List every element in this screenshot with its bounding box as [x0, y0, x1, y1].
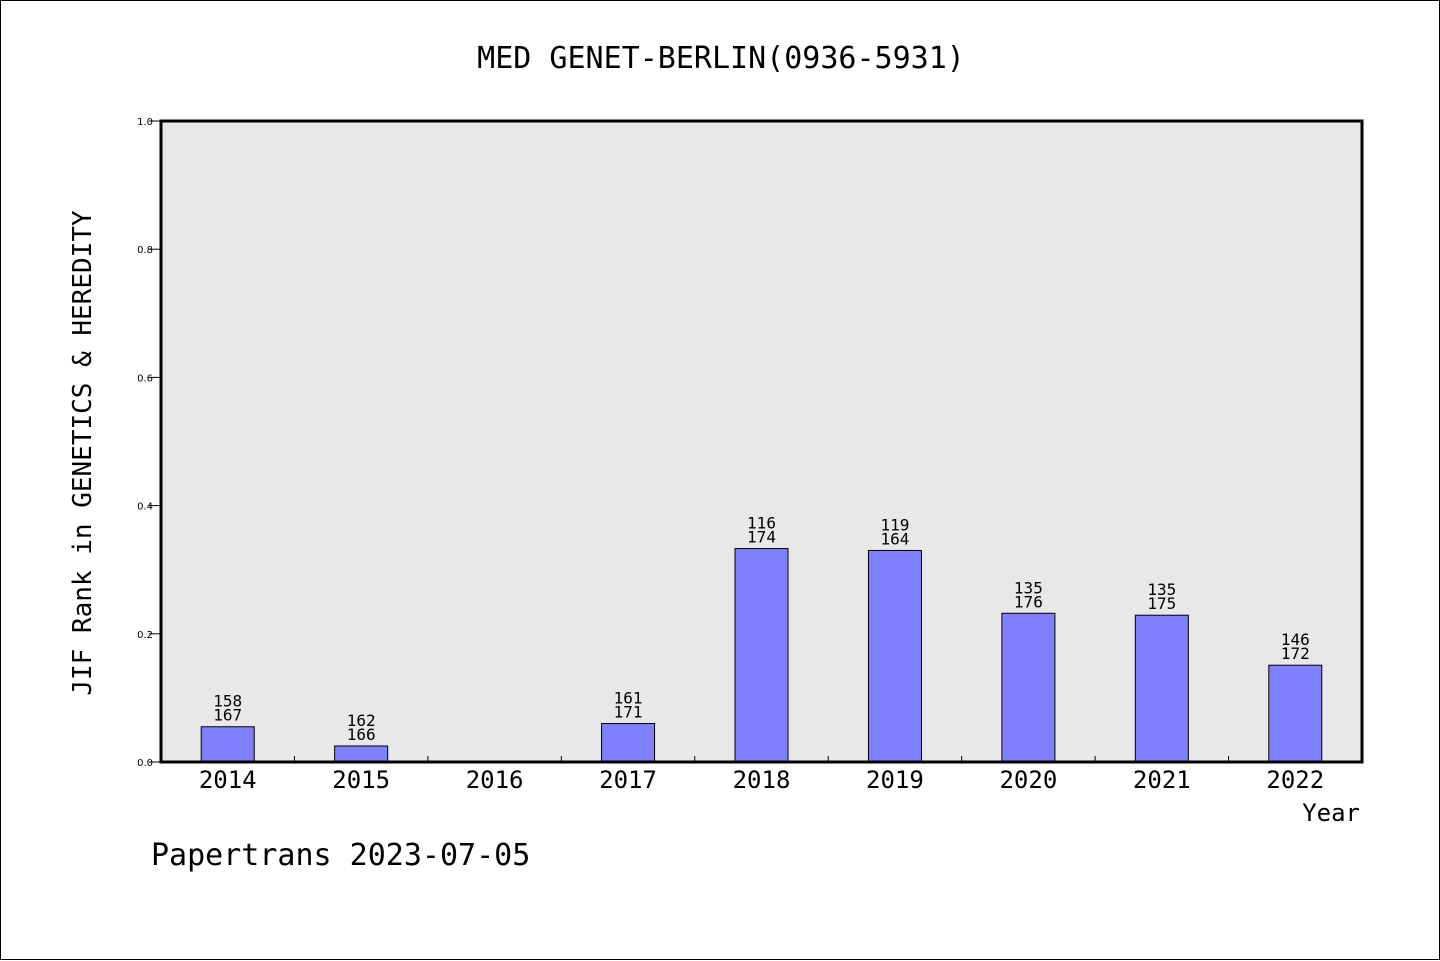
y-tick-labels: 0.0 0.2 0.4 0.6 0.8 1.0	[137, 117, 153, 769]
bar-label-rank: 135	[1147, 580, 1176, 599]
bar-2019	[867, 549, 922, 763]
x-tick-label: 2018	[733, 766, 791, 794]
bar-label-rank: 158	[213, 692, 242, 711]
x-tick-label: 2015	[332, 766, 390, 794]
bar-label-rank: 162	[347, 711, 376, 730]
bar-2021	[1134, 614, 1189, 763]
x-tick-label: 2014	[199, 766, 257, 794]
y-tick-label: 1.0	[137, 117, 153, 128]
y-tick-label: 0.8	[137, 245, 153, 256]
x-tick-labels: 2014 2015 2016 2017 2018 2019 2020 2021 2022	[199, 766, 1324, 794]
x-tick-label: 2016	[466, 766, 524, 794]
bar-2022	[1268, 664, 1323, 763]
bar-label-total: 167	[213, 706, 242, 725]
footer-text: Papertrans 2023-07-05	[151, 838, 530, 873]
bar-label-rank: 119	[880, 515, 909, 534]
x-tick-label: 2017	[599, 766, 657, 794]
bar-label-total: 172	[1281, 644, 1310, 663]
bar-label-rank: 135	[1014, 578, 1043, 597]
x-tick-label: 2019	[866, 766, 924, 794]
bar-label-total: 175	[1147, 594, 1176, 613]
bar-2015	[334, 745, 389, 763]
y-tick-label: 0.0	[137, 758, 153, 769]
bar-label-total: 166	[347, 725, 376, 744]
bar-label-total: 171	[614, 703, 643, 722]
x-tick-label: 2022	[1266, 766, 1324, 794]
y-tick-label: 0.6	[137, 373, 153, 384]
bars	[200, 548, 1323, 763]
x-tick-label: 2020	[999, 766, 1057, 794]
x-axis-label: Year	[1302, 799, 1360, 827]
y-tick-label: 0.4	[137, 502, 153, 513]
bar-label-rank: 146	[1281, 630, 1310, 649]
bar-2018	[734, 548, 789, 763]
bar-label-rank: 161	[614, 689, 643, 708]
bar-label-rank: 116	[747, 514, 776, 533]
bar-label-total: 174	[747, 528, 776, 547]
chart-title: MED GENET-BERLIN(0936-5931)	[477, 41, 965, 76]
bar-label-total: 176	[1014, 592, 1043, 611]
bar-2014	[200, 726, 255, 763]
plot-frame	[159, 119, 1364, 764]
bar-label-total: 164	[880, 529, 909, 548]
x-tick-label: 2021	[1133, 766, 1191, 794]
y-tick-label: 0.2	[137, 630, 153, 641]
bar-2020	[1001, 612, 1056, 763]
bar-2017	[601, 723, 656, 763]
y-axis-label: JIF Rank in GENETICS & HEREDITY	[68, 210, 98, 696]
